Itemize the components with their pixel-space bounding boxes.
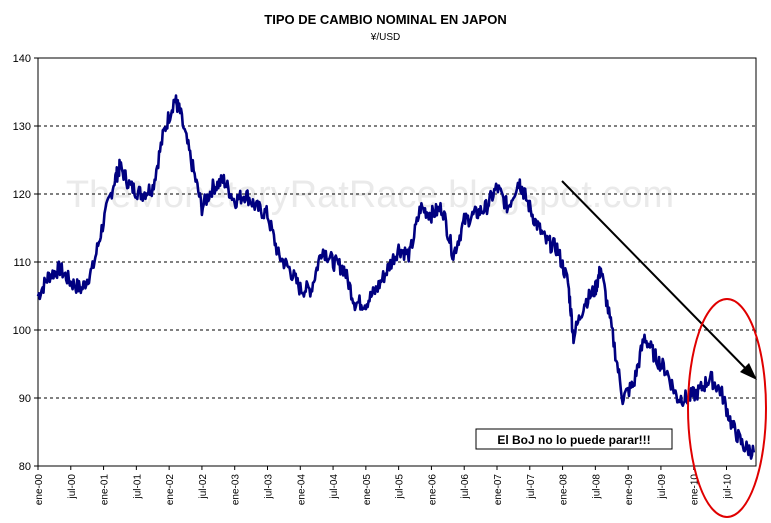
x-tick-label: ene-06 (427, 474, 438, 506)
x-tick-label: jul-04 (329, 474, 340, 500)
chart-subtitle: ¥/USD (370, 32, 401, 43)
y-tick-label: 90 (19, 393, 31, 405)
x-tick-label: ene-08 (559, 474, 570, 506)
series-line-usdjpy (36, 94, 756, 460)
y-axis: 80 90 100 110 120 130 140 (13, 53, 38, 473)
x-tick-label: jul-02 (198, 474, 209, 500)
x-tick-label: jul-00 (67, 474, 78, 500)
x-tick-label: jul-10 (722, 474, 733, 500)
highlight-circle (687, 298, 767, 518)
y-tick-label: 100 (13, 325, 31, 337)
x-tick-label: ene-01 (100, 474, 111, 506)
watermark-text: TheMonetaryRatRace.blogspot.com (66, 174, 674, 216)
x-tick-label: jul-01 (132, 474, 143, 500)
x-tick-label: ene-04 (296, 474, 307, 506)
trend-arrowhead (740, 363, 757, 380)
y-tick-label: 140 (13, 53, 31, 65)
x-tick-label: ene-02 (165, 474, 176, 506)
x-tick-label: ene-03 (231, 474, 242, 506)
x-tick-label: ene-10 (690, 474, 701, 506)
x-tick-label: jul-06 (460, 474, 471, 500)
x-tick-label: ene-07 (493, 474, 504, 506)
x-tick-label: ene-05 (362, 474, 373, 506)
y-tick-label: 130 (13, 121, 31, 133)
gridlines (38, 125, 756, 399)
x-tick-label: ene-00 (34, 474, 45, 506)
x-tick-label: jul-08 (591, 474, 602, 500)
x-axis: ene-00 jul-00 ene-01 jul-01 ene-02 jul-02 ene-… (34, 466, 733, 505)
x-tick-label: jul-05 (395, 474, 406, 500)
x-tick-label: jul-07 (526, 474, 537, 500)
annotation-text: El BoJ no lo puede parar!!! (497, 433, 650, 447)
y-tick-label: 120 (13, 189, 31, 201)
annotation-box (475, 428, 673, 450)
plot-area-border (37, 57, 757, 467)
chart-title: TIPO DE CAMBIO NOMINAL EN JAPON (264, 12, 507, 27)
y-tick-label: 80 (19, 461, 31, 473)
trend-arrow (561, 180, 753, 376)
x-tick-label: jul-03 (263, 474, 274, 500)
x-tick-label: ene-09 (624, 474, 635, 506)
y-tick-label: 110 (13, 257, 31, 269)
x-tick-label: jul-09 (657, 474, 668, 500)
